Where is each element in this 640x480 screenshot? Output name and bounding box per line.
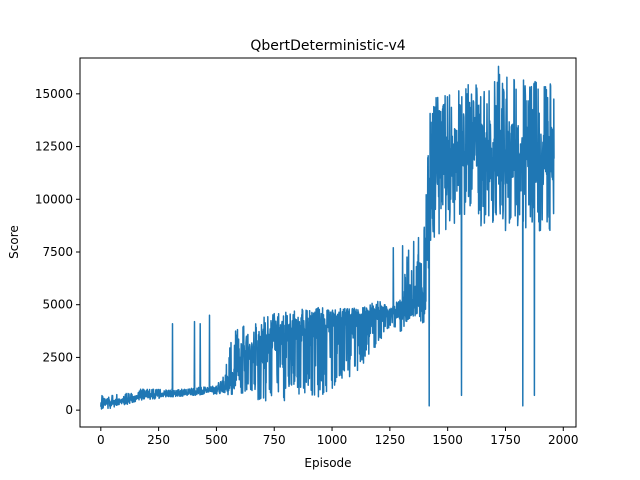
x-tick-label: 750 — [263, 433, 286, 447]
y-axis-label: Score — [7, 225, 21, 259]
y-axis: 0 2500 5000 7500 10000 12500 15000 — [35, 87, 80, 417]
x-axis: 0 250 500 750 1000 1250 1500 1750 2000 — [97, 427, 579, 447]
y-tick-label: 12500 — [35, 140, 73, 154]
x-tick-label: 1000 — [317, 433, 348, 447]
plot-area-frame — [79, 57, 577, 428]
y-tick-label: 15000 — [35, 87, 73, 101]
series-line-0 — [100, 65, 555, 410]
y-tick-label: 0 — [65, 403, 73, 417]
x-tick-label: 2000 — [548, 433, 579, 447]
y-tick-label: 7500 — [42, 245, 73, 259]
x-axis-label: Episode — [304, 456, 351, 470]
x-tick-label: 1500 — [432, 433, 463, 447]
x-tick-label: 1250 — [375, 433, 406, 447]
y-tick-label: 10000 — [35, 192, 73, 206]
x-tick-label: 500 — [205, 433, 228, 447]
x-tick-label: 0 — [97, 433, 105, 447]
series-layer — [100, 65, 555, 410]
x-tick-label: 1750 — [490, 433, 521, 447]
chart-title: QbertDeterministic-v4 — [250, 38, 405, 54]
x-tick-label: 250 — [147, 433, 170, 447]
y-tick-label: 5000 — [42, 298, 73, 312]
y-tick-label: 2500 — [42, 350, 73, 364]
